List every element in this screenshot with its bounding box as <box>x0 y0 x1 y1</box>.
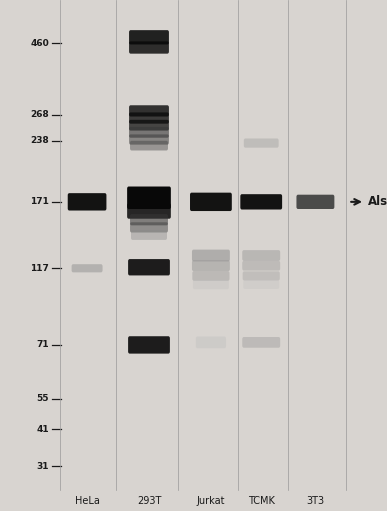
FancyBboxPatch shape <box>127 187 171 209</box>
Text: 41: 41 <box>36 425 49 434</box>
FancyBboxPatch shape <box>129 105 169 117</box>
FancyBboxPatch shape <box>192 260 230 271</box>
FancyBboxPatch shape <box>72 264 103 272</box>
FancyBboxPatch shape <box>131 230 167 240</box>
FancyBboxPatch shape <box>129 112 169 124</box>
Text: 293T: 293T <box>137 496 161 506</box>
FancyBboxPatch shape <box>240 194 282 210</box>
Text: 268: 268 <box>31 110 49 120</box>
Text: 71: 71 <box>36 340 49 350</box>
FancyBboxPatch shape <box>129 120 169 130</box>
FancyBboxPatch shape <box>192 271 229 281</box>
FancyBboxPatch shape <box>242 261 280 271</box>
FancyBboxPatch shape <box>193 280 229 289</box>
FancyBboxPatch shape <box>190 193 232 211</box>
FancyBboxPatch shape <box>129 127 169 137</box>
Text: HeLa: HeLa <box>75 496 99 506</box>
FancyBboxPatch shape <box>68 193 106 211</box>
Text: 31: 31 <box>37 461 49 471</box>
FancyBboxPatch shape <box>129 134 169 145</box>
FancyBboxPatch shape <box>243 280 279 289</box>
Text: Jurkat: Jurkat <box>197 496 225 506</box>
FancyBboxPatch shape <box>129 30 169 44</box>
FancyBboxPatch shape <box>129 41 169 54</box>
FancyBboxPatch shape <box>130 141 168 150</box>
Text: 55: 55 <box>37 394 49 403</box>
Text: 3T3: 3T3 <box>307 496 324 506</box>
FancyBboxPatch shape <box>192 249 230 261</box>
FancyBboxPatch shape <box>243 271 280 281</box>
FancyBboxPatch shape <box>242 250 280 261</box>
FancyBboxPatch shape <box>296 195 334 209</box>
Text: 171: 171 <box>30 197 49 206</box>
FancyBboxPatch shape <box>196 336 226 349</box>
FancyBboxPatch shape <box>127 203 171 219</box>
FancyBboxPatch shape <box>130 222 168 233</box>
Text: 238: 238 <box>31 136 49 145</box>
Text: Alsin: Alsin <box>368 195 387 208</box>
FancyBboxPatch shape <box>242 337 280 347</box>
Text: 460: 460 <box>31 39 49 48</box>
FancyBboxPatch shape <box>244 138 279 148</box>
Text: 117: 117 <box>30 264 49 273</box>
FancyBboxPatch shape <box>130 214 168 225</box>
FancyBboxPatch shape <box>128 336 170 354</box>
Text: TCMK: TCMK <box>248 496 275 506</box>
FancyBboxPatch shape <box>128 259 170 275</box>
